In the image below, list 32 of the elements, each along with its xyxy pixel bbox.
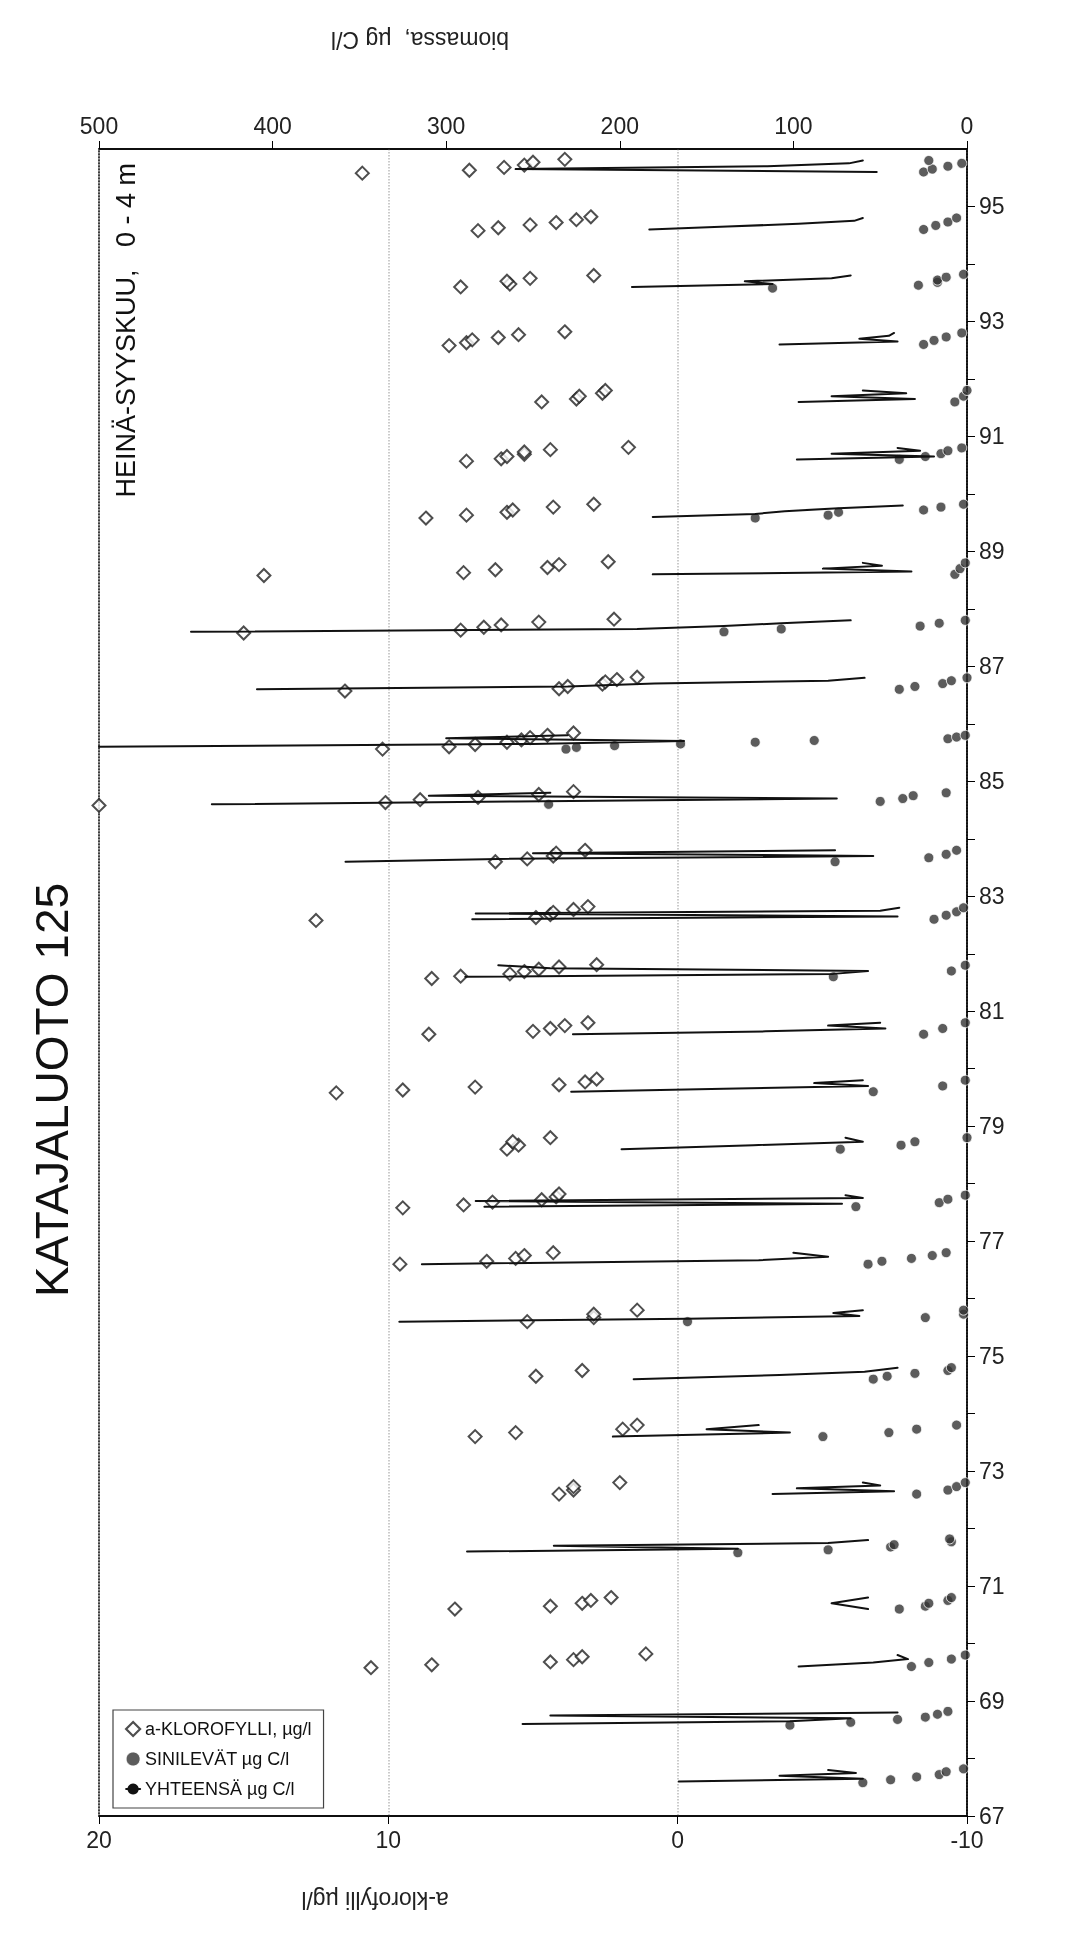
x-tick-label: 10 <box>375 1826 402 1853</box>
y-tick-label: 95 <box>979 193 1005 220</box>
y-tick-label: 75 <box>979 1343 1005 1370</box>
x2-tick-label: 100 <box>774 112 813 139</box>
x-tick-label: -10 <box>950 1826 984 1853</box>
y-tick-label: 69 <box>979 1688 1005 1715</box>
y-tick-label: 67 <box>979 1803 1005 1829</box>
x2-tick-label: 200 <box>600 112 639 139</box>
y-tick-label: 91 <box>979 423 1005 450</box>
x2-tick-label: 500 <box>79 112 119 139</box>
y-tick-label: 87 <box>979 653 1005 680</box>
text: HEINÄ-SYYSKUU, 0 - 4 m <box>111 163 141 498</box>
y-tick-label: 83 <box>979 883 1005 910</box>
y-tick-label: 77 <box>979 1228 1005 1255</box>
x-tick-label: 0 <box>671 1826 685 1853</box>
x2-tick-label: 400 <box>253 112 292 139</box>
legend-label: SINILEVÄT µg C/l <box>145 1749 290 1769</box>
y-tick-label: 79 <box>979 1113 1005 1140</box>
legend-label: YHTEENSÄ µg C/l <box>145 1779 295 1799</box>
x-axis-title: a-klorofylli µg/l <box>301 1887 449 1913</box>
y-tick-label: 93 <box>979 308 1005 335</box>
y-tick-label: 71 <box>979 1573 1005 1600</box>
x-tick-label: 20 <box>86 1826 112 1853</box>
x2-tick-label: 0 <box>960 112 974 139</box>
text: KATAJALUOTO 125 <box>26 882 78 1298</box>
y-tick-label: 85 <box>979 768 1005 795</box>
y-tick-label: 73 <box>979 1458 1005 1485</box>
y-tick-label: 81 <box>979 998 1005 1025</box>
legend-label: a-KLOROFYLLI, µg/l <box>145 1719 312 1739</box>
x2-tick-label: 300 <box>427 112 466 139</box>
x2-axis-title: biomassa, µg C/l <box>330 27 510 53</box>
y-tick-label: 89 <box>979 538 1005 565</box>
